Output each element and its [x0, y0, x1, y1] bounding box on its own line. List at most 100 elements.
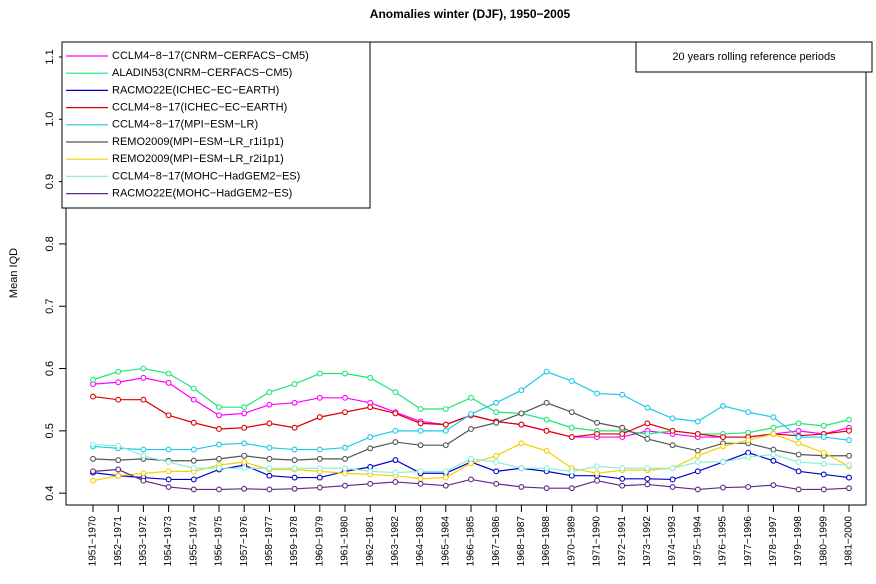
- y-tick-label: 0.4: [44, 486, 56, 501]
- plot-box: [65, 41, 867, 506]
- data-point: [468, 455, 474, 462]
- data-point: [367, 374, 374, 381]
- data-point: [720, 443, 726, 450]
- data-point: [291, 446, 298, 453]
- data-point: [316, 394, 323, 401]
- data-point: [669, 483, 676, 490]
- data-point: [342, 465, 348, 472]
- data-point: [316, 370, 323, 377]
- data-point: [190, 476, 197, 483]
- data-point: [594, 463, 600, 470]
- data-point: [241, 424, 248, 431]
- data-point: [694, 459, 701, 465]
- data-point: [140, 470, 147, 477]
- data-point: [342, 444, 348, 451]
- x-tick-label: 1972−1991: [617, 516, 628, 567]
- data-point: [669, 442, 676, 449]
- data-point: [367, 404, 374, 411]
- data-point: [518, 483, 525, 490]
- data-point: [190, 486, 197, 493]
- data-point: [90, 455, 96, 462]
- data-point: [543, 447, 550, 454]
- data-point: [417, 475, 424, 482]
- data-point: [468, 394, 474, 401]
- data-point: [442, 406, 449, 412]
- data-point: [266, 465, 273, 472]
- data-point: [518, 440, 525, 447]
- data-point: [241, 452, 248, 459]
- data-point: [594, 390, 600, 397]
- data-point: [795, 420, 802, 427]
- data-point: [190, 457, 197, 464]
- data-point: [619, 465, 626, 472]
- data-point: [594, 431, 600, 437]
- data-point: [846, 437, 852, 444]
- data-point: [115, 457, 122, 464]
- data-point: [770, 451, 777, 458]
- data-point: [392, 439, 399, 446]
- data-point: [367, 468, 374, 475]
- x-tick-label: 1968−1987: [516, 516, 527, 567]
- data-point: [417, 420, 424, 427]
- data-point: [291, 424, 298, 431]
- data-point: [694, 418, 701, 425]
- data-point: [90, 477, 96, 484]
- data-point: [619, 391, 626, 398]
- y-tick-label: 0.8: [44, 236, 56, 251]
- data-point: [442, 421, 449, 428]
- legend-box: [61, 41, 371, 209]
- y-tick-label: 1.1: [44, 49, 56, 64]
- data-point: [316, 474, 323, 481]
- data-point: [216, 486, 222, 493]
- data-point: [795, 459, 802, 465]
- annotation-box: [635, 41, 873, 73]
- data-point: [720, 484, 726, 491]
- data-point: [745, 483, 752, 490]
- data-point: [115, 396, 122, 403]
- data-point: [291, 465, 298, 472]
- data-point: [543, 485, 550, 492]
- data-point: [568, 468, 575, 475]
- data-point: [392, 389, 399, 396]
- legend-label: REMO2009(MPI−ESM−LR_r1i1p1): [112, 136, 284, 148]
- data-point: [820, 471, 827, 478]
- data-point: [770, 431, 777, 437]
- data-point: [795, 440, 802, 447]
- data-point: [316, 446, 323, 453]
- data-point: [543, 368, 550, 375]
- data-point: [342, 482, 348, 489]
- chart-title: Anomalies winter (DJF), 1950−2005: [370, 7, 571, 21]
- data-point: [115, 442, 122, 449]
- data-point: [190, 465, 197, 472]
- data-point: [594, 419, 600, 426]
- data-point: [90, 376, 96, 383]
- data-point: [493, 468, 500, 475]
- data-point: [493, 399, 500, 406]
- data-point: [820, 422, 827, 429]
- legend-label: REMO2009(MPI−ESM−LR_r2i1p1): [112, 153, 284, 165]
- data-point: [367, 480, 374, 487]
- data-point: [770, 424, 777, 431]
- y-tick-label: 0.6: [44, 361, 56, 376]
- data-point: [493, 419, 500, 426]
- data-point: [543, 399, 550, 406]
- legend-label: CCLM4−8−17(CNRM−CERFACS−CM5): [112, 50, 309, 62]
- data-point: [644, 420, 651, 427]
- data-point: [392, 427, 399, 434]
- data-point: [216, 426, 222, 432]
- x-tick-label: 1979−1998: [793, 516, 804, 567]
- data-point: [241, 459, 248, 465]
- data-point: [392, 469, 399, 476]
- x-tick-label: 1974−1993: [667, 516, 678, 567]
- data-point: [518, 387, 525, 394]
- x-tick-label: 1981−2000: [844, 516, 855, 567]
- data-point: [846, 462, 852, 469]
- data-point: [468, 411, 474, 417]
- data-point: [216, 455, 222, 462]
- data-point: [669, 415, 676, 422]
- data-point: [392, 410, 399, 417]
- legend-label: CCLM4−8−17(MOHC−HadGEM2−ES): [112, 170, 300, 182]
- data-point: [619, 475, 626, 482]
- x-tick-label: 1971−1990: [592, 516, 603, 567]
